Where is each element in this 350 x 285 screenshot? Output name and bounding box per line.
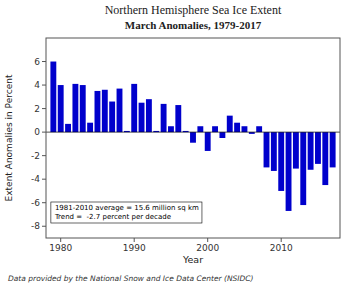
y-tick-label: -4 (31, 174, 40, 184)
y-tick (42, 132, 46, 133)
plot-frame (46, 38, 340, 238)
x-tick (207, 238, 208, 242)
bar (139, 103, 145, 132)
bar (212, 126, 218, 132)
bar (278, 132, 284, 191)
y-tick-label: -6 (31, 198, 40, 208)
x-tick-label: 2000 (196, 243, 219, 253)
bar (256, 126, 262, 132)
y-tick-label: 0 (34, 127, 40, 137)
bar (271, 132, 277, 171)
y-axis-label: Extent Anomalies in Percent (4, 74, 14, 201)
y-tick (42, 202, 46, 203)
bar (300, 132, 306, 205)
bar (175, 105, 181, 132)
bar (131, 84, 137, 132)
x-tick-label: 1990 (123, 243, 146, 253)
x-tick (281, 238, 282, 242)
bar (72, 84, 78, 132)
bar (80, 85, 86, 132)
subtitle: March Anomalies, 1979-2017 (125, 19, 262, 31)
annotation-text: Trend = -2.7 percent per decade (54, 213, 171, 221)
bar (58, 85, 64, 132)
bar (65, 124, 71, 132)
bar (234, 123, 240, 132)
bar (190, 132, 196, 143)
bar (197, 126, 203, 132)
bar (315, 132, 321, 164)
chart: Northern Hemisphere Sea Ice Extent March … (0, 0, 350, 285)
bar (286, 132, 292, 211)
y-tick (42, 226, 46, 227)
x-tick-label: 1980 (49, 243, 72, 253)
x-axis-label: Year (182, 254, 203, 265)
y-tick-label: 6 (34, 57, 40, 67)
annotation-text: 1981-2010 average = 15.6 million sq km (55, 204, 199, 212)
y-tick-label: 4 (34, 80, 40, 90)
annotation: 1981-2010 average = 15.6 million sq kmTr… (51, 202, 202, 223)
bar (146, 99, 152, 132)
y-tick (42, 61, 46, 62)
bar (168, 126, 174, 132)
x-tick-label: 2010 (270, 243, 293, 253)
x-tick (134, 238, 135, 242)
bar (87, 123, 93, 132)
y-tick (42, 179, 46, 180)
title: Northern Hemisphere Sea Ice Extent (105, 3, 282, 17)
x-tick (60, 238, 61, 242)
bar (102, 90, 108, 132)
bar (109, 102, 115, 133)
footnote: Data provided by the National Snow and I… (8, 274, 254, 283)
bar (264, 132, 270, 167)
bar (117, 89, 123, 133)
bar (330, 132, 336, 167)
bar (205, 132, 211, 151)
bar (50, 62, 56, 133)
y-tick (42, 85, 46, 86)
bar (308, 132, 314, 170)
y-tick (42, 108, 46, 109)
y-tick-label: 2 (34, 104, 40, 114)
bar (227, 116, 233, 132)
bar (242, 126, 248, 132)
y-tick (42, 155, 46, 156)
bar (322, 132, 328, 185)
bar (219, 132, 225, 138)
bar (161, 104, 167, 132)
bar (95, 91, 101, 132)
bar (293, 132, 299, 168)
annotation-box (51, 202, 202, 223)
zero-line (46, 132, 340, 133)
y-tick-label: -2 (31, 151, 40, 161)
y-tick-label: -8 (31, 221, 40, 231)
bars (50, 62, 335, 211)
